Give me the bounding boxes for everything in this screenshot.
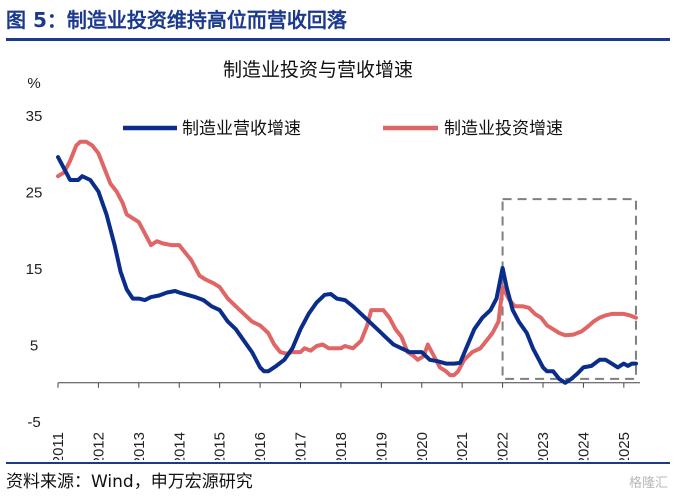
watermark-logo: 格隆汇 [628,476,668,491]
y-axis-label: % [27,75,40,92]
y-tick-label-3: 25 [26,185,43,202]
x-tick-label-8: 2019 [373,432,390,460]
legend: 制造业营收增速 制造业投资增速 [123,119,563,139]
x-tick-label-5: 2016 [252,432,269,460]
legend-label-investment: 制造业投资增速 [444,119,563,139]
x-tick-label-12: 2023 [535,432,552,460]
x-tick-label-4: 2015 [212,432,229,460]
x-tick-label-6: 2017 [293,432,310,460]
y-tick-label-1: 5 [30,338,38,355]
y-tick-label-2: 15 [26,261,43,278]
x-tick-label-10: 2021 [454,432,471,460]
x-tick-label-1: 2012 [90,432,107,460]
x-tick-label-14: 2025 [616,432,633,460]
x-tick-label-0: 2011 [50,432,67,460]
x-tick-labels: 2011 2012 2013 2014 2015 2016 2017 2018 2019 2020… [50,432,633,460]
source-rule [6,462,670,464]
x-tick-label-2: 2013 [131,432,148,460]
title-rule [6,38,670,41]
series-lines [56,139,638,385]
x-tick-marks [57,382,625,388]
figure-title: 图 5：制造业投资维持高位而营收回落 [6,8,347,32]
x-tick-label-11: 2022 [495,432,512,460]
source-note: 资料来源：Wind，申万宏源研究 [6,472,253,492]
highlight-box [501,198,637,380]
legend-label-revenue: 制造业营收增速 [182,119,301,139]
x-tick-label-3: 2014 [171,432,188,460]
series-line-investment [56,139,638,378]
y-tick-label-4: 35 [26,108,43,125]
x-tick-label-9: 2020 [414,432,431,460]
x-tick-label-7: 2018 [333,432,350,460]
x-tick-label-13: 2024 [575,432,592,460]
y-tick-label-0: -5 [27,414,40,431]
chart-title: 制造业投资与营收增速 [223,59,413,81]
series-line-revenue [56,155,638,385]
y-tick-labels: -5 5 15 25 35 [26,108,43,431]
